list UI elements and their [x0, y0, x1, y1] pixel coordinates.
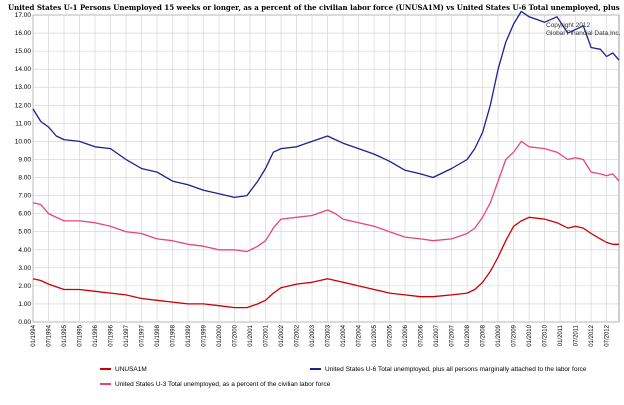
x-tick-label: 07/2002: [295, 324, 301, 346]
legend-item-u3: United States U-3 Total unemployed, as a…: [100, 381, 330, 388]
series-line-1: [32, 140, 620, 253]
plot-area: [32, 14, 620, 323]
y-tick-label: 10.00: [15, 138, 32, 145]
y-tick-label: 14.00: [15, 66, 32, 73]
x-tick-label: 01/1994: [31, 324, 37, 346]
y-tick-label: 15.00: [15, 48, 32, 55]
legend-swatch-unusa1m: [100, 368, 111, 371]
y-tick-label: 8.00: [18, 175, 31, 182]
y-tick-label: 12.00: [15, 102, 32, 109]
x-tick-label: 07/1999: [202, 324, 208, 346]
x-tick-label: 07/1996: [109, 324, 115, 346]
x-tick-label: 01/2007: [434, 324, 440, 346]
x-tick-label: 07/2009: [512, 324, 518, 346]
x-tick-label: 01/2002: [279, 324, 285, 346]
x-tick-label: 07/1997: [140, 324, 146, 346]
x-tick-label: 01/1995: [62, 324, 68, 346]
y-tick-label: 5.00: [18, 229, 31, 236]
x-tick-label: 01/2011: [558, 324, 564, 346]
y-tick-label: 16.00: [15, 30, 32, 37]
x-tick-label: 01/2005: [372, 324, 378, 346]
x-tick-label: 07/2006: [419, 324, 425, 346]
y-tick-label: 9.00: [18, 156, 31, 163]
x-tick-label: 07/2008: [481, 324, 487, 346]
x-tick-label: 07/2011: [574, 324, 580, 346]
legend-label-unusa1m: UNUSA1M: [115, 366, 147, 373]
x-tick-label: 01/2009: [496, 324, 502, 346]
y-tick-label: 7.00: [18, 193, 31, 200]
y-tick-label: 4.00: [18, 247, 31, 254]
legend-item-unusa1m: UNUSA1M: [100, 366, 147, 373]
x-tick-label: 07/2007: [450, 324, 456, 346]
x-tick-label: 01/2003: [310, 324, 316, 346]
y-tick-label: 2.00: [18, 283, 31, 290]
y-tick-label: 0.00: [18, 319, 31, 326]
x-tick-label: 07/2004: [357, 324, 363, 346]
x-tick-label: 01/2012: [589, 324, 595, 346]
x-tick-label: 01/2008: [465, 324, 471, 346]
x-tick-label: 01/2004: [341, 324, 347, 346]
y-tick-label: 17.00: [15, 12, 32, 19]
x-tick-label: 01/2006: [403, 324, 409, 346]
x-tick-label: 07/2010: [543, 324, 549, 346]
y-tick-label: 11.00: [15, 120, 31, 127]
y-tick-label: 1.00: [18, 301, 31, 308]
copyright-watermark: Copyright 2012: [546, 22, 590, 29]
x-tick-label: 07/2001: [264, 324, 270, 346]
x-tick-label: 01/2000: [217, 324, 223, 346]
legend-label-u6: United States U-6 Total unemployed, plus…: [325, 366, 587, 373]
legend-swatch-u6: [310, 368, 321, 371]
chart-title: United States U-1 Persons Unemployed 15 …: [8, 3, 620, 12]
x-tick-label: 07/1995: [78, 324, 84, 346]
x-tick-label: 01/1996: [93, 324, 99, 346]
y-tick-label: 3.00: [18, 265, 31, 272]
series-line-2: [32, 216, 619, 309]
x-tick-label: 07/2012: [605, 324, 611, 346]
x-tick-label: 07/2000: [233, 324, 239, 346]
copyright-watermark: Global Financial Data,Inc.: [546, 30, 621, 37]
x-tick-label: 07/1998: [171, 324, 177, 346]
x-tick-label: 01/1997: [124, 324, 130, 346]
series-line-0: [32, 10, 620, 199]
legend-label-u3: United States U-3 Total unemployed, as a…: [115, 381, 331, 388]
x-tick-label: 01/1998: [155, 324, 161, 346]
x-tick-label: 01/2010: [527, 324, 533, 346]
x-tick-label: 01/2001: [248, 324, 254, 346]
x-tick-label: 07/2005: [388, 324, 394, 346]
x-tick-label: 07/1994: [47, 324, 53, 346]
legend-item-u6: United States U-6 Total unemployed, plus…: [310, 366, 586, 373]
x-tick-label: 01/1999: [186, 324, 192, 346]
x-tick-label: 07/2003: [326, 324, 332, 346]
y-tick-label: 13.00: [15, 84, 32, 91]
legend-swatch-u3: [100, 383, 111, 386]
y-tick-label: 6.00: [18, 211, 31, 218]
